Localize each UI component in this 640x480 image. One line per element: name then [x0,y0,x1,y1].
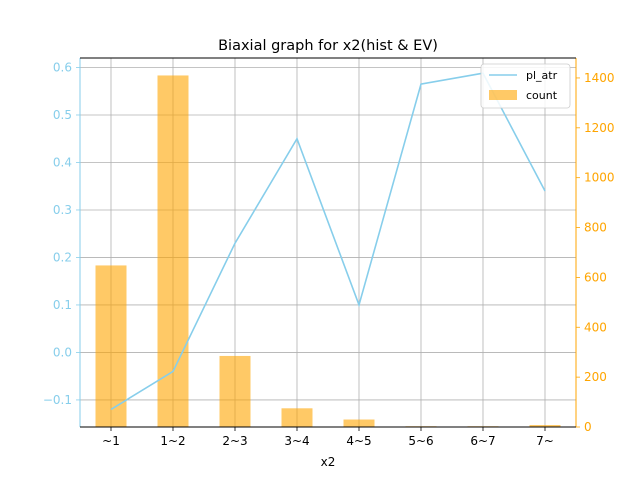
tick-label-right: 1400 [584,71,615,85]
legend-swatch-count [489,90,517,100]
tick-label-left: 0.6 [53,60,72,74]
tick-label-x: 1~2 [160,434,185,448]
tick-label-x: 3~4 [284,434,309,448]
tick-label-x: 5~6 [408,434,433,448]
tick-label-left: 0.1 [53,298,72,312]
x-axis-label: x2 [321,455,336,469]
tick-label-left: 0.2 [53,250,72,264]
chart-title: Biaxial graph for x2(hist & EV) [218,38,438,54]
line-pl-atr [110,72,546,411]
tick-label-left: 0.5 [53,108,72,122]
tick-label-left: 0.0 [53,345,72,359]
tick-label-x: 7~ [536,434,554,448]
tick-label-x: ~1 [102,434,120,448]
tick-label-left: −0.1 [43,393,72,407]
tick-label-left: 0.3 [53,203,72,217]
tick-label-right: 1200 [584,121,615,135]
tick-label-x: 4~5 [346,434,371,448]
bar-count [529,425,561,427]
tick-label-right: 1000 [584,171,615,185]
bar-count [343,419,375,427]
tick-label-right: 200 [584,370,607,384]
bar-series-count [95,75,561,428]
legend-label-pl-atr: pl_atr [526,69,558,82]
tick-label-x: 6~7 [470,434,495,448]
legend-label-count: count [526,89,558,102]
bar-count [95,265,127,427]
tick-label-left: 0.4 [53,155,72,169]
tick-label-right: 800 [584,221,607,235]
tick-label-right: 0 [584,420,592,434]
bar-count [281,408,313,427]
bar-count [157,75,189,428]
tick-label-right: 600 [584,270,607,284]
line-series-pl-atr [110,72,546,411]
tick-label-right: 400 [584,320,607,334]
bar-count [219,355,251,427]
grid [80,58,576,427]
axes: −0.1 0.0 0.1 0.2 0.3 0.4 0.5 0.6 0 200 400 600 800 10… [43,57,615,448]
tick-label-x: 2~3 [222,434,247,448]
